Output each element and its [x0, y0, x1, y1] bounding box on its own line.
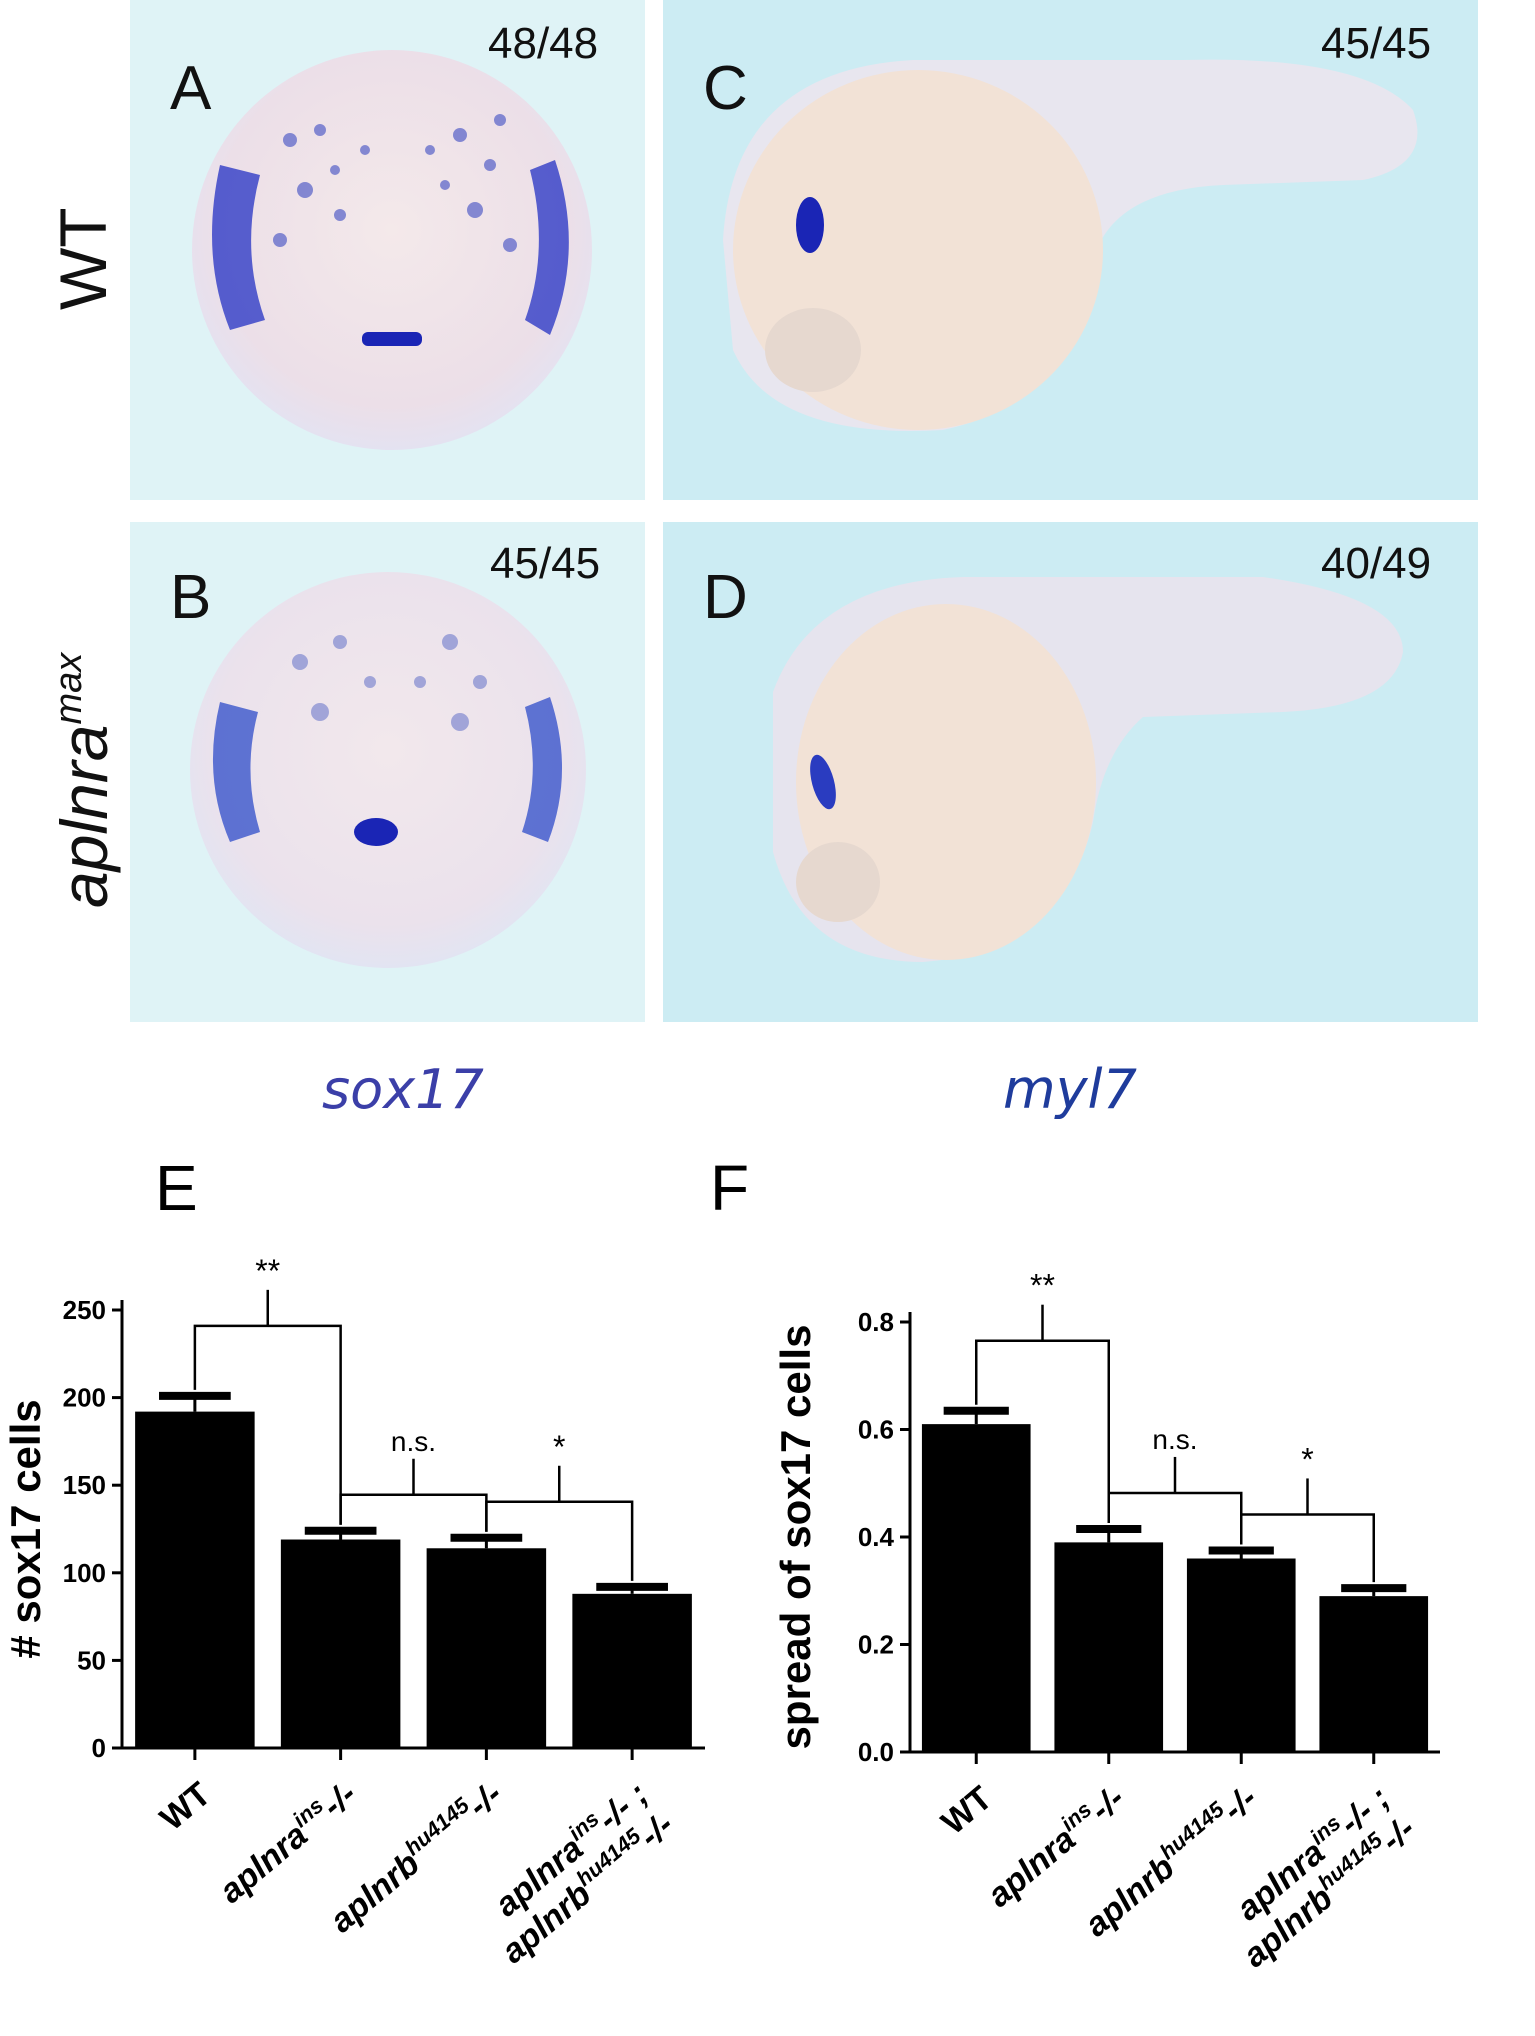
y-tick-label: 0: [92, 1733, 106, 1763]
x-tick-label-group: aplnrains-/-: [210, 1772, 364, 1911]
row-label-wt: WT: [46, 207, 120, 310]
tick-label-aplnra-part: aplnra: [980, 1820, 1083, 1915]
panel-letter-a: A: [170, 54, 212, 123]
bar: [426, 1548, 547, 1748]
significance-label: **: [1030, 1268, 1055, 1304]
embryo-sox17-wt-illustration: [192, 50, 592, 450]
bar-charts: E# sox17 cells050100150200250WTaplnrains…: [2, 1152, 1440, 1975]
y-tick-label: 250: [63, 1295, 106, 1325]
embryo-myl7-wt-illustration: [723, 59, 1418, 431]
embryo-myl7-mutant-illustration: [773, 577, 1403, 962]
significance-label: *: [553, 1429, 565, 1465]
y-tick-label: 200: [63, 1383, 106, 1413]
panel-count-b: 45/45: [490, 539, 601, 588]
y-tick-label: 0.6: [858, 1415, 894, 1445]
y-tick-label: 150: [63, 1470, 106, 1500]
tick-label-wt: WT: [153, 1775, 218, 1838]
bar: [1186, 1558, 1296, 1752]
tick-label-aplnra: aplnrains-/-: [210, 1772, 364, 1911]
panel-letter-e: E: [155, 1152, 198, 1224]
bar: [921, 1424, 1031, 1752]
tick-label-aplnrb-part: -/-: [461, 1775, 510, 1825]
significance-label: *: [1301, 1441, 1313, 1477]
y-tick-label: 50: [77, 1645, 106, 1675]
tick-label-aplnrb-part: aplnrb: [323, 1844, 427, 1940]
significance-label: n.s.: [391, 1426, 436, 1457]
embryo-sox17-mutant-illustration: [190, 572, 586, 968]
panel-count-a: 48/48: [488, 19, 599, 68]
x-tick-label-group: WT: [934, 1779, 999, 1842]
significance-bracket: [1107, 1491, 1243, 1545]
tick-label-aplnrb-part: aplnrb: [1078, 1848, 1182, 1944]
gene-label-sox17: sox17: [322, 1058, 484, 1121]
panel-letter-d: D: [703, 563, 748, 632]
panel-d-image: D 40/49: [663, 522, 1478, 1022]
bar: [1319, 1596, 1429, 1752]
tick-label-aplnrb-part: -/-: [1215, 1779, 1264, 1829]
chart-e: E # sox17 cells 0 50 100 150 200 250 WTaplnrains…: [2, 1152, 705, 1971]
bar: [135, 1411, 255, 1748]
tick-label-aplnra-part: aplnra: [212, 1816, 315, 1911]
y-axis-label: # sox17 cells: [2, 1399, 49, 1658]
significance-label: **: [255, 1253, 280, 1289]
row-label-aplnra-max: aplnramax: [47, 652, 121, 908]
significance-bracket: [193, 1324, 342, 1525]
panel-count-c: 45/45: [1321, 19, 1432, 68]
tick-label-wt: WT: [934, 1779, 999, 1842]
panel-letter-c: C: [703, 54, 748, 123]
y-tick-label: 0.0: [858, 1737, 894, 1767]
tick-label-aplnra-part: -/-: [315, 1775, 364, 1825]
y-tick-label: 0.4: [858, 1522, 895, 1552]
tick-label-aplnrb-part: hu4145: [400, 1792, 475, 1860]
tick-label-aplnrb-part: hu4145: [1155, 1796, 1230, 1864]
significance-bracket: [1240, 1513, 1375, 1583]
panel-letter-f: F: [710, 1152, 749, 1224]
significance-bracket: [975, 1339, 1110, 1523]
bar: [280, 1539, 401, 1748]
panel-letter-b: B: [170, 563, 212, 632]
y-tick-label: 0.2: [858, 1630, 894, 1660]
panel-b-image: B 45/45: [130, 522, 645, 1022]
bar: [1054, 1542, 1164, 1752]
y-tick-label: 0.8: [858, 1307, 894, 1337]
x-tick-label-group: WT: [153, 1775, 218, 1838]
significance-bracket: [339, 1493, 488, 1532]
y-tick-label: 100: [63, 1558, 106, 1588]
tick-label-wt-part: WT: [153, 1775, 218, 1838]
y-axis-label: spread of sox17 cells: [772, 1325, 819, 1750]
panel-c-image: C 45/45: [663, 0, 1478, 500]
panel-a-image: A 48/48: [130, 0, 645, 500]
bar: [572, 1593, 692, 1748]
gene-label-myl7: myl7: [1003, 1058, 1137, 1121]
panel-count-d: 40/49: [1321, 539, 1432, 588]
significance-label: n.s.: [1152, 1424, 1197, 1455]
tick-label-wt-part: WT: [934, 1779, 999, 1842]
tick-label-aplnra-part: -/-: [1083, 1779, 1132, 1829]
